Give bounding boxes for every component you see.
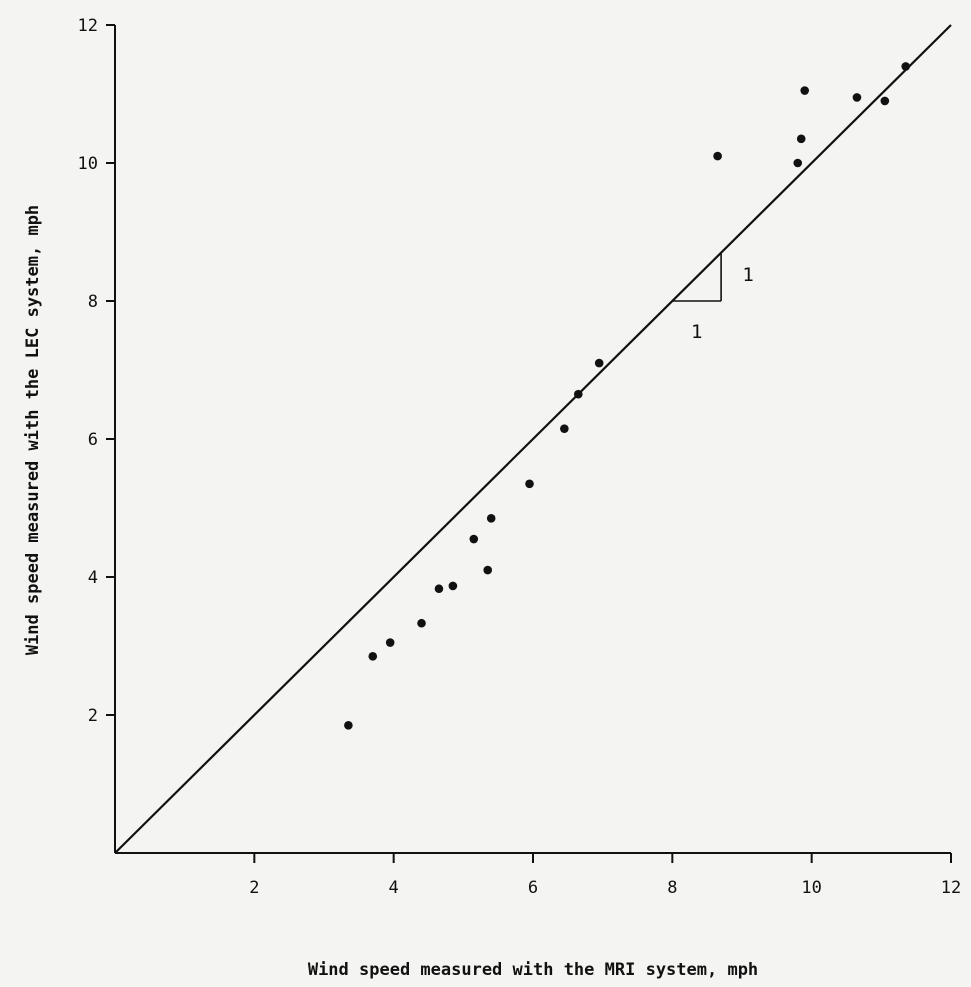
data-point [594,358,604,368]
x-axis-title: Wind speed measured with the MRI system,… [308,960,758,980]
slope-indicator: 11 [672,252,754,343]
y-tick-label: 2 [88,706,98,726]
reference-line-group [114,24,952,854]
axis-ticks: 2 4 6 8 10 12 2 4 6 8 10 12 [78,16,962,898]
data-point [852,93,862,102]
x-tick-label: 12 [941,878,961,898]
x-tick-label: 10 [801,878,821,898]
data-point [385,638,395,647]
data-point [793,158,803,168]
data-point [434,584,444,594]
data-point [469,534,479,544]
slope-run-label: 1 [691,321,702,343]
data-point [713,151,722,161]
x-tick-label: 2 [249,878,259,898]
x-tick-label: 4 [389,878,399,898]
x-tick-label: 8 [667,878,677,898]
one-to-one-line [114,24,952,854]
x-tick-label: 6 [528,878,538,898]
data-point [796,134,806,144]
data-point [573,389,583,399]
data-point [486,514,496,523]
data-point [344,721,353,730]
data-point [448,581,458,591]
data-point [525,479,534,489]
data-point [368,652,378,661]
data-point [880,96,890,106]
data-point [901,62,911,71]
y-axis-title: Wind speed measured with the LEC system,… [23,205,43,655]
data-point [483,565,493,575]
slope-rise-label: 1 [742,264,753,286]
y-tick-label: 6 [88,430,98,450]
data-point [800,86,809,95]
y-tick-label: 12 [78,16,98,36]
data-point [417,618,426,628]
data-points [344,62,911,730]
y-tick-label: 8 [88,292,98,312]
data-point [560,424,569,433]
y-tick-label: 4 [88,568,98,588]
y-tick-label: 10 [78,154,98,174]
